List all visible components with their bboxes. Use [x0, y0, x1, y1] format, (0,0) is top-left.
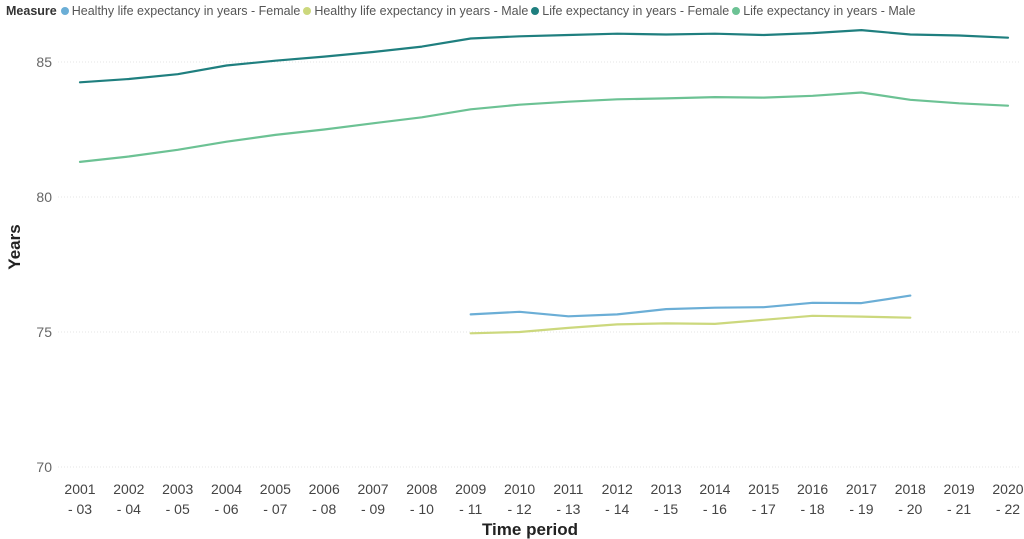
x-tick-label: 2020- 22: [992, 481, 1023, 517]
x-tick-label: 2016- 18: [797, 481, 828, 517]
x-axis-title: Time period: [482, 520, 578, 539]
x-tick-label: 2011- 13: [553, 481, 583, 517]
x-tick-label: 2013- 15: [651, 481, 682, 517]
x-tick-label: 2009- 11: [455, 481, 486, 517]
legend-dot-icon: [303, 7, 312, 15]
y-axis: 70 75 80 85: [36, 54, 52, 475]
x-tick-label: 2010- 12: [504, 481, 535, 517]
y-tick-label: 80: [36, 189, 52, 205]
x-tick-label: 2007- 09: [357, 481, 388, 517]
chart-legend: Measure Healthy life expectancy in years…: [6, 2, 919, 20]
legend-label: Life expectancy in years - Female: [542, 4, 730, 18]
legend-label: Healthy life expectancy in years - Male: [314, 4, 529, 18]
x-tick-label: 2003- 05: [162, 481, 193, 517]
x-tick-label: 2008- 10: [406, 481, 437, 517]
legend-item-healthy-male[interactable]: Healthy life expectancy in years - Male: [303, 4, 528, 18]
x-tick-label: 2019- 21: [944, 481, 975, 517]
y-axis-title: Years: [5, 224, 24, 269]
series-line-0[interactable]: [469, 294, 912, 318]
legend-item-life-female[interactable]: Life expectancy in years - Female: [531, 4, 729, 18]
legend-title: Measure: [6, 4, 57, 18]
series-line-1[interactable]: [469, 314, 912, 335]
x-tick-label: 2014- 16: [699, 481, 730, 517]
x-tick-label: 2005- 07: [260, 481, 291, 517]
x-tick-label: 2006- 08: [309, 481, 340, 517]
series-line-2[interactable]: [78, 29, 1010, 84]
y-tick-label: 70: [36, 459, 52, 475]
x-tick-label: 2017- 19: [846, 481, 877, 517]
x-tick-label: 2002- 04: [113, 481, 144, 517]
x-tick-label: 2004- 06: [211, 481, 242, 517]
series-lines: [78, 29, 1010, 335]
legend-item-healthy-female[interactable]: Healthy life expectancy in years - Femal…: [60, 4, 301, 18]
x-tick-label: 2015- 17: [748, 481, 779, 517]
series-line-3[interactable]: [78, 91, 1010, 163]
x-tick-label: 2001- 03: [64, 481, 95, 517]
y-tick-label: 75: [36, 324, 52, 340]
legend-dot-icon: [60, 7, 69, 15]
x-axis: 2001- 03 2002- 04 2003- 05 2004- 06 2005- 07…: [64, 481, 1023, 517]
gridlines: [58, 61, 1020, 468]
legend-item-life-male[interactable]: Life expectancy in years - Male: [732, 4, 916, 18]
x-tick-label: 2018- 20: [895, 481, 926, 517]
legend-label: Healthy life expectancy in years - Femal…: [71, 4, 301, 18]
legend-label: Life expectancy in years - Male: [743, 4, 916, 18]
x-tick-label: 2012- 14: [602, 481, 633, 517]
legend-dot-icon: [732, 7, 741, 15]
legend-dot-icon: [531, 7, 540, 15]
y-tick-label: 85: [36, 54, 52, 70]
